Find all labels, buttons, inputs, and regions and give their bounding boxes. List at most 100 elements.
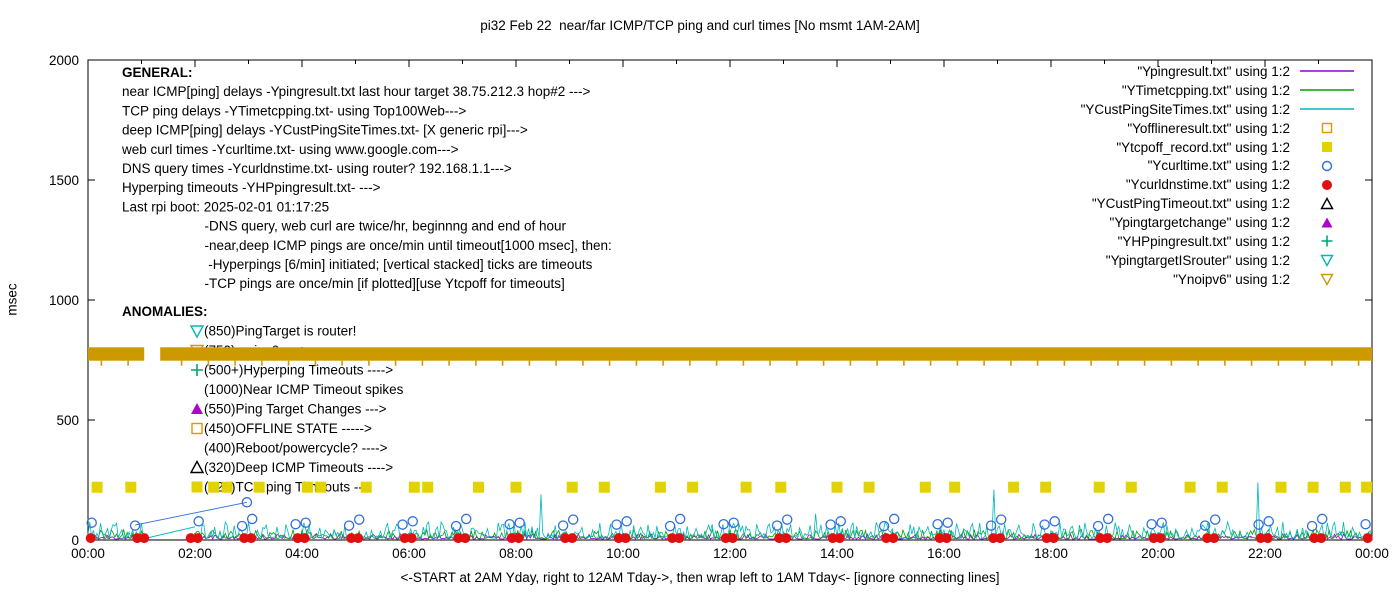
curl-circle	[995, 514, 1007, 525]
general-text-line: deep ICMP[ping] delays -YCustPingSiteTim…	[122, 123, 528, 138]
curl-circle	[718, 518, 729, 530]
curl-circle	[236, 520, 248, 532]
dns-dot	[1048, 533, 1059, 544]
tcpoff-square	[360, 481, 372, 493]
legend-entry-label: "Ycurldnstime.txt" using 1:2	[1125, 177, 1290, 193]
curl-circle	[1102, 513, 1114, 525]
circle-open-icon	[1321, 160, 1333, 172]
anomaly-text-line: (500+)Hyperping Timeouts ---->	[204, 363, 393, 378]
x-tick-label: 14:00	[820, 546, 854, 561]
y-tick-label: 1000	[49, 293, 79, 308]
x-tick-label: 00:00	[1355, 546, 1389, 561]
tcpoff-square	[1361, 481, 1373, 493]
general-text-line: TCP ping delays -YTimetcpping.txt- using…	[122, 103, 466, 118]
curl-circle	[835, 516, 846, 527]
curl-circle	[1306, 520, 1318, 532]
x-tick-label: 16:00	[927, 546, 961, 561]
legend-entry: "Ynoipv6" using 1:2	[1081, 270, 1356, 289]
curl-circle	[942, 517, 953, 528]
legend-entry-label: "Ynoipv6" using 1:2	[1173, 271, 1290, 287]
general-text-line: -TCP pings are once/min [if plotted][use…	[122, 276, 565, 291]
tcpoff-square	[1339, 481, 1351, 493]
tcpoff-square	[253, 481, 265, 493]
curl-circle	[460, 513, 472, 525]
square-open-icon	[1321, 122, 1333, 134]
legend-entry: "YCustPingSiteTimes.txt" using 1:2	[1081, 100, 1356, 119]
curl-circle	[674, 513, 686, 525]
dns-dot	[506, 533, 517, 544]
legend-entry-label: "YpingtargetISrouter" using 1:2	[1105, 252, 1290, 268]
square-filled-legend-icon	[1322, 142, 1332, 152]
dns-dot	[1202, 533, 1213, 544]
general-heading: GENERAL:	[122, 65, 193, 80]
general-text-line: -Hyperpings [6/min] initiated; [vertical…	[122, 257, 593, 272]
curl-circle	[1316, 513, 1328, 525]
anomaly-text-line: (450)OFFLINE STATE ----->	[204, 421, 372, 436]
general-text-line: -DNS query, web curl are twice/hr, begin…	[122, 219, 566, 234]
circle-open-legend-icon	[1321, 160, 1333, 172]
curl-circle	[353, 514, 365, 525]
anomaly-text-line: (1000)Near ICMP Timeout spikes	[204, 382, 404, 397]
general-text-line: DNS query times -Ycurldnstime.txt- using…	[122, 161, 512, 176]
curl-circle	[1146, 518, 1157, 530]
connecting-line	[142, 526, 196, 540]
tcpoff-square	[1275, 481, 1287, 493]
square-open-legend-icon	[1321, 122, 1333, 134]
anomaly-text-line: (550)Ping Target Changes --->	[204, 402, 387, 417]
x-tick-label: 02:00	[178, 546, 212, 561]
tcpoff-square	[949, 481, 961, 493]
noipv6-band	[160, 347, 1373, 361]
anomaly-square-open-icon	[191, 422, 203, 435]
dns-dot	[1102, 533, 1113, 544]
anomaly-text-line: (220)TCP ping Timeouts ----	[204, 480, 372, 495]
dns-dot	[132, 533, 143, 544]
curl-circle	[1039, 519, 1050, 530]
tcpoff-square	[422, 481, 434, 493]
legend-entry-label: "Ytcpoff_record.txt" using 1:2	[1116, 139, 1290, 155]
curl-circle	[1209, 514, 1221, 525]
curl-circle	[781, 514, 793, 525]
legend-entry-label: "YTimetcpping.txt" using 1:2	[1121, 82, 1290, 98]
tcpoff-square	[775, 481, 787, 493]
curl-circle	[407, 516, 418, 527]
x-tick-label: 20:00	[1141, 546, 1175, 561]
curl-circle	[728, 517, 739, 528]
tcpoff-square	[510, 481, 522, 493]
dns-dot	[1309, 533, 1320, 544]
tri-up-filled-legend-icon	[1321, 217, 1333, 228]
x-tick-label: 22:00	[1248, 546, 1282, 561]
y-tick-label: 1500	[49, 173, 79, 188]
dns-dot	[988, 533, 999, 544]
curl-circle	[1049, 516, 1060, 527]
tcpoff-square	[473, 481, 484, 493]
dns-dot	[1155, 533, 1166, 544]
curl-circle	[343, 520, 355, 531]
dns-dot	[85, 533, 96, 544]
dns-dot	[1262, 533, 1273, 544]
x-tick-label: 08:00	[499, 546, 533, 561]
curl-circle	[397, 519, 408, 530]
curl-circle	[193, 516, 204, 527]
curl-circle	[290, 518, 301, 530]
legend-entry: "YHPpingresult.txt" using 1:2	[1081, 232, 1356, 251]
curl-circle	[771, 520, 783, 531]
dns-dot	[185, 533, 196, 544]
dns-dot	[139, 533, 150, 544]
tri-down-open-legend-icon	[1320, 274, 1334, 287]
dns-dot	[299, 533, 310, 544]
dns-dot	[720, 533, 731, 544]
curl-circle	[1092, 520, 1104, 532]
curl-circle	[129, 520, 141, 531]
tcpoff-square	[208, 481, 220, 493]
circle-filled-icon	[1322, 179, 1332, 190]
general-text-line: Last rpi boot: 2025-02-01 01:17:25	[122, 199, 329, 214]
legend-entry: "Ypingresult.txt" using 1:2	[1081, 62, 1356, 81]
legend-entry: "YCustPingTimeout.txt" using 1:2	[1081, 194, 1356, 213]
curl-circle	[300, 517, 311, 528]
tcpoff-square	[1093, 481, 1105, 493]
dns-dot	[460, 533, 471, 544]
curl-circle	[888, 513, 900, 525]
dns-dot	[1362, 533, 1373, 544]
anomaly-text-line: (320)Deep ICMP Timeouts ---->	[204, 460, 393, 475]
